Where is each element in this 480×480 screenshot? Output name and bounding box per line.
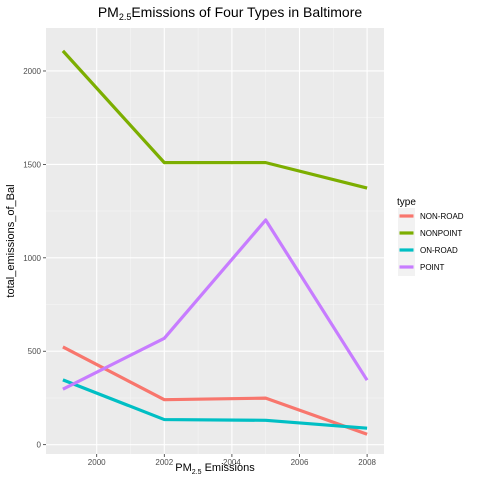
legend-label: NON-ROAD <box>420 212 464 221</box>
chart-title: PM2.5Emissions of Four Types in Baltimor… <box>98 4 363 22</box>
y-tick-label: 1000 <box>23 254 41 263</box>
x-tick-label: 2008 <box>358 458 376 467</box>
legend-item-nonpoint: NONPOINT <box>398 225 462 242</box>
y-tick-label: 2000 <box>23 67 41 76</box>
y-tick-label: 1500 <box>23 160 41 169</box>
y-axis-title: total_emissions_of_Bal <box>5 184 17 297</box>
legend-item-non-road: NON-ROAD <box>398 208 464 225</box>
legend-label: ON-ROAD <box>420 246 458 255</box>
x-axis-title: PM2.5 Emissions <box>175 462 255 476</box>
legend-title: type <box>397 197 416 208</box>
legend-item-on-road: ON-ROAD <box>398 242 458 259</box>
legend-item-point: POINT <box>398 259 445 276</box>
y-tick-label: 0 <box>37 441 42 450</box>
x-tick-label: 2002 <box>155 458 173 467</box>
x-tick-label: 2000 <box>88 458 106 467</box>
legend-items: NON-ROAD NONPOINT ON-ROAD POINT <box>398 208 464 276</box>
legend: type NON-ROAD NONPOINT ON-ROAD POINT <box>397 197 464 276</box>
legend-label: NONPOINT <box>420 229 462 238</box>
x-tick-label: 2006 <box>291 458 309 467</box>
y-tick-label: 500 <box>28 347 42 356</box>
y-tick-labels: 0 500 1000 1500 2000 <box>23 67 41 450</box>
legend-label: POINT <box>420 263 445 272</box>
